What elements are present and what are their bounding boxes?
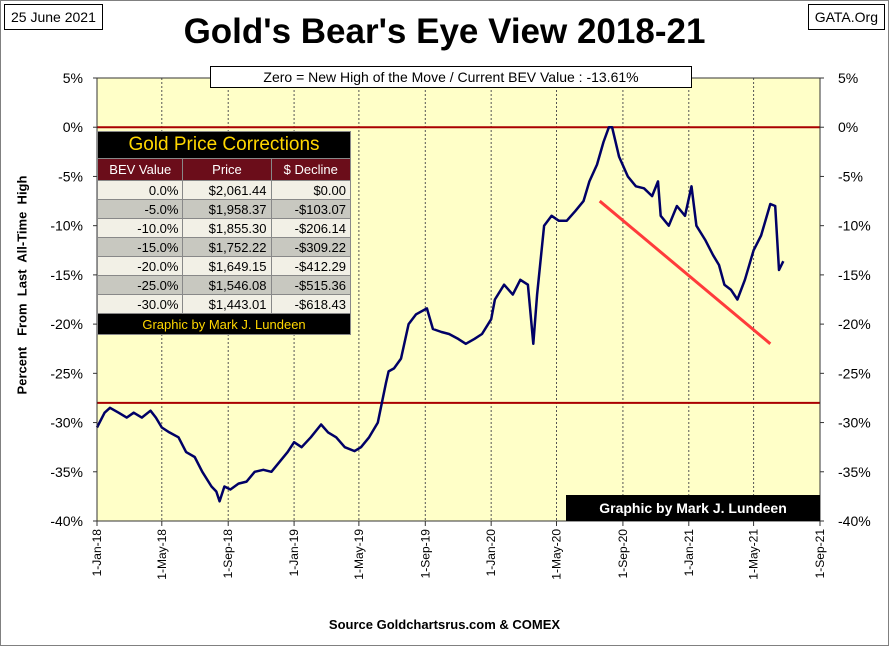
table-row: -5.0% $1,958.37 -$103.07 [96, 199, 351, 219]
table-cell: -$206.14 [270, 218, 351, 238]
y-tick-label-left: -5% [58, 168, 83, 184]
x-tick-label: 1-Jan-18 [90, 529, 104, 577]
x-tick-label: 1-Sep-20 [616, 529, 630, 579]
table-cell: -$103.07 [270, 199, 351, 219]
y-tick-label-right: -40% [838, 513, 871, 529]
trend-line [598, 199, 772, 345]
x-tick-label: 1-May-19 [352, 529, 366, 580]
y-tick-label-right: -10% [838, 218, 871, 234]
chart-title: Gold's Bear's Eye View 2018-21 [183, 12, 706, 51]
bev-series-line [95, 125, 785, 503]
table-row: -30.0% $1,443.01 -$618.43 [96, 294, 351, 314]
credit-box: Graphic by Mark J. Lundeen [566, 495, 820, 521]
table-row: -20.0% $1,649.15 -$412.29 [96, 256, 351, 276]
table-row: -10.0% $1,855.30 -$206.14 [96, 218, 351, 238]
x-tick-label: 1-Jan-20 [484, 529, 498, 577]
reference-lines [97, 126, 820, 404]
x-tick-label: 1-Sep-19 [418, 529, 432, 579]
table-cell: $1,443.01 [182, 294, 272, 314]
date-box: 25 June 2021 [4, 4, 103, 30]
table-cell: $2,061.44 [182, 180, 272, 200]
x-tick-label: 1-May-20 [550, 529, 564, 580]
x-tick-label: 1-May-18 [155, 529, 169, 580]
table-cell: $1,958.37 [182, 199, 272, 219]
table-header-price: Price [182, 158, 272, 181]
table-cell: $1,855.30 [182, 218, 272, 238]
y-tick-label-left: -15% [50, 267, 83, 283]
y-tick-label-right: -35% [838, 464, 871, 480]
table-row: -15.0% $1,752.22 -$309.22 [96, 237, 351, 257]
table-credit: Graphic by Mark J. Lundeen [97, 313, 351, 335]
y-tick-label-left: -25% [50, 365, 83, 381]
table-cell: $1,546.08 [182, 275, 272, 295]
y-tick-label-left: -40% [50, 513, 83, 529]
table-header-decline: $ Decline [270, 158, 351, 181]
chart-subtitle: Zero = New High of the Move / Current BE… [210, 66, 692, 88]
corrections-table: Gold Price Corrections BEV Value Price $… [96, 131, 351, 335]
table-row: -25.0% $1,546.08 -$515.36 [96, 275, 351, 295]
x-tick-label: 1-Sep-18 [221, 529, 235, 579]
table-cell: 0.0% [96, 180, 184, 200]
x-tick-label: 1-Sep-21 [813, 529, 827, 579]
x-axis: 1-Jan-18 1-May-18 1-Sep-18 1-Jan-19 1-May-19… [90, 529, 827, 580]
y-tick-label-left: 5% [63, 70, 83, 86]
table-cell: -$412.29 [270, 256, 351, 276]
table-cell: -5.0% [96, 199, 184, 219]
table-header-bev: BEV Value [96, 158, 184, 181]
table-cell: -30.0% [96, 294, 184, 314]
y-axis-left: 5% 0% -5% -10% -15% -20% -25% -30% -35% -40% [50, 70, 97, 529]
y-tick-label-right: 0% [838, 119, 858, 135]
table-cell: -15.0% [96, 237, 184, 257]
table-cell: -$618.43 [270, 294, 351, 314]
table-cell: $1,649.15 [182, 256, 272, 276]
y-tick-label-right: 5% [838, 70, 858, 86]
table-cell: -20.0% [96, 256, 184, 276]
x-tick-label: 1-May-21 [747, 529, 761, 580]
table-cell: -25.0% [96, 275, 184, 295]
site-box: GATA.Org [807, 4, 885, 30]
y-tick-label-left: 0% [63, 119, 83, 135]
table-cell: -$515.36 [270, 275, 351, 295]
y-tick-label-left: -30% [50, 415, 83, 431]
table-cell: -10.0% [96, 218, 184, 238]
y-tick-label-right: -5% [838, 168, 863, 184]
y-tick-label-left: -10% [50, 218, 83, 234]
table-title: Gold Price Corrections [97, 131, 351, 159]
x-tick-label: 1-Jan-19 [287, 529, 301, 577]
y-tick-label-left: -20% [50, 316, 83, 332]
table-row: 0.0% $2,061.44 $0.00 [96, 180, 351, 200]
y-tick-label-left: -35% [50, 464, 83, 480]
y-axis-right: 5% 0% -5% -10% -15% -20% -25% -30% -35% -40% [820, 70, 871, 529]
table-cell: $0.00 [270, 180, 351, 200]
source-note: Source Goldchartsrus.com & COMEX [328, 617, 561, 632]
y-axis-label: Percent From Last All-Time High [14, 175, 30, 395]
y-tick-label-right: -15% [838, 267, 871, 283]
table-cell: $1,752.22 [182, 237, 272, 257]
series-layer [95, 125, 785, 503]
table-cell: -$309.22 [270, 237, 351, 257]
y-tick-label-right: -30% [838, 415, 871, 431]
x-tick-label: 1-Jan-21 [682, 529, 696, 577]
y-tick-label-right: -25% [838, 365, 871, 381]
trend-layer [598, 199, 772, 345]
y-tick-label-right: -20% [838, 316, 871, 332]
